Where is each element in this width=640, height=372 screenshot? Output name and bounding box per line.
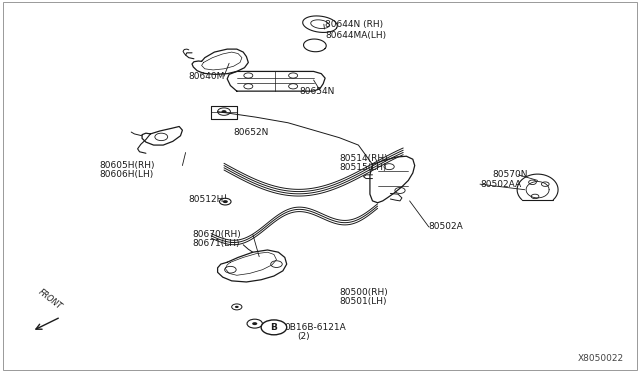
Text: 0B16B-6121A: 0B16B-6121A [285,323,346,332]
Text: 80671(LH): 80671(LH) [192,239,239,248]
Circle shape [252,322,257,325]
Text: 80606H(LH): 80606H(LH) [99,170,154,179]
Text: 80501(LH): 80501(LH) [339,297,387,306]
Circle shape [261,320,287,335]
Text: X8050022: X8050022 [578,354,624,363]
Text: 80644N (RH): 80644N (RH) [325,20,383,29]
Text: 80515(LH): 80515(LH) [339,163,387,172]
Text: 80570N: 80570N [493,170,528,179]
Text: 80640M: 80640M [189,72,225,81]
Text: 80512H: 80512H [189,195,224,203]
Text: 80514(RH): 80514(RH) [339,154,388,163]
Text: FRONT: FRONT [36,288,63,312]
Text: 80644MA(LH): 80644MA(LH) [325,31,387,40]
Text: 80670(RH): 80670(RH) [192,230,241,239]
Circle shape [235,306,239,308]
Text: 80500(RH): 80500(RH) [339,288,388,296]
Text: B: B [271,323,277,332]
Text: 80652N: 80652N [234,128,269,137]
Text: 80502AA: 80502AA [480,180,521,189]
Text: 80654N: 80654N [300,87,335,96]
Text: 80502A: 80502A [429,222,463,231]
Circle shape [221,110,227,113]
Text: 80605H(RH): 80605H(RH) [99,161,155,170]
Text: (2): (2) [298,332,310,341]
Circle shape [223,200,228,203]
